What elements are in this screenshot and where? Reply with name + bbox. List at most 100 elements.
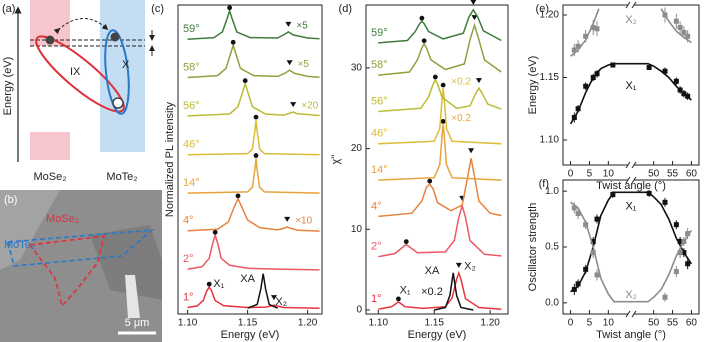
scale-note: ×10 <box>295 216 312 227</box>
data-point <box>677 87 683 93</box>
x-tick-label: 60 <box>686 318 698 329</box>
peak-dot <box>419 15 425 21</box>
scale-note: ×20 <box>301 101 318 112</box>
x-tick-label: 50 <box>648 169 660 180</box>
spectrum <box>434 272 474 311</box>
x-tick-label: 1.20 <box>298 318 318 329</box>
plot-frame <box>365 4 509 315</box>
layer-label: MoTe₂ <box>106 171 137 183</box>
ix-label: IX <box>70 66 81 78</box>
x-axis-label: Energy (eV) <box>221 329 280 341</box>
peak-label: ×0.2 <box>421 286 443 298</box>
data-point <box>590 250 596 256</box>
data-point <box>583 33 589 39</box>
panel-label: (a) <box>2 3 15 15</box>
peak-dot <box>421 38 427 44</box>
y-tick-label: 0.0 <box>545 297 559 308</box>
y-tick-label: 1.0 <box>545 186 559 197</box>
data-point <box>594 26 600 32</box>
angle-label: 59° <box>183 23 200 35</box>
data-point <box>673 18 679 24</box>
peak-dot <box>212 229 218 235</box>
series-label: X₂ <box>625 289 637 301</box>
axis-break-gap <box>628 3 634 7</box>
y-tick-label: 10 <box>351 224 363 235</box>
x-label: X <box>122 59 130 71</box>
data-point <box>677 238 683 244</box>
data-point <box>594 216 600 222</box>
spectrum <box>378 203 502 258</box>
data-point <box>583 222 589 228</box>
data-point <box>610 62 616 68</box>
flake <box>90 225 162 300</box>
electron <box>110 32 120 42</box>
data-point <box>662 199 668 205</box>
scale-note: ×0.2 <box>451 113 471 124</box>
axis-break <box>631 161 637 169</box>
scale-note: ×5 <box>298 59 310 70</box>
peak-triangle <box>471 15 478 21</box>
spectrum <box>378 8 502 44</box>
x-ellipse <box>104 29 130 115</box>
data-point <box>662 294 668 300</box>
peak-dot <box>396 296 401 302</box>
angle-label: 4° <box>371 200 382 212</box>
y-axis-label: Normalized PL intensity <box>164 101 176 217</box>
y-tick-label: 0 <box>356 305 362 316</box>
spectrum <box>378 124 502 181</box>
fit-line <box>570 201 693 303</box>
x-tick-label: 1.20 <box>480 318 500 329</box>
series-label: X₁ <box>625 80 636 92</box>
mose2-outline <box>28 235 106 308</box>
data-point <box>590 238 596 244</box>
angle-label: 46° <box>371 128 388 140</box>
data-point <box>575 106 581 112</box>
angle-label: 1° <box>371 293 382 305</box>
data-point <box>677 25 683 30</box>
angle-label: 14° <box>183 177 200 189</box>
electron <box>45 35 55 45</box>
x-axis-label: Energy (eV) <box>408 329 467 341</box>
data-point <box>571 205 577 211</box>
data-point <box>681 91 687 97</box>
x-tick-label: 1.15 <box>238 318 258 329</box>
data-point <box>590 25 596 30</box>
data-point <box>583 83 589 89</box>
data-point <box>610 192 616 198</box>
peak-dot <box>403 239 409 245</box>
panel-label: (d) <box>339 3 352 15</box>
spectrum <box>378 22 502 76</box>
spectrum <box>378 158 502 218</box>
panel-a: Energy (eV) (a) IX X MoSe₂ MoTe₂ <box>2 0 155 183</box>
axis-break <box>631 176 637 184</box>
spectrum <box>187 8 320 40</box>
flake <box>0 190 60 270</box>
peak-dot <box>440 119 446 124</box>
peak-dot <box>432 74 438 80</box>
data-point <box>673 222 679 228</box>
data-point <box>575 43 581 49</box>
peak-triangle <box>290 102 297 108</box>
angle-label: 2° <box>183 253 194 265</box>
peak-label: X₁ <box>213 278 224 290</box>
peak-dot <box>235 193 241 199</box>
angle-label: 56° <box>371 95 388 107</box>
series-label: X₁ <box>625 201 636 213</box>
angle-label: 1° <box>183 291 194 303</box>
peak-dot <box>440 82 446 88</box>
x-tick-label: 50 <box>648 318 660 329</box>
axis-break <box>625 161 631 169</box>
x-tick-label: 10 <box>603 318 615 329</box>
data-point <box>571 286 577 292</box>
peak-triangle <box>455 262 462 268</box>
scale-note: ×0.2 <box>451 77 471 88</box>
y-tick-label: 1.10 <box>540 135 560 146</box>
y-tick-label: 0.5 <box>545 242 559 253</box>
x-tick-label: 55 <box>667 318 679 329</box>
peak-triangle <box>285 21 292 27</box>
peak-dot <box>427 178 433 184</box>
mote2-outline <box>6 228 155 267</box>
spectrum <box>378 88 502 145</box>
spectrum <box>187 197 320 232</box>
axis-break-gap <box>628 312 634 316</box>
